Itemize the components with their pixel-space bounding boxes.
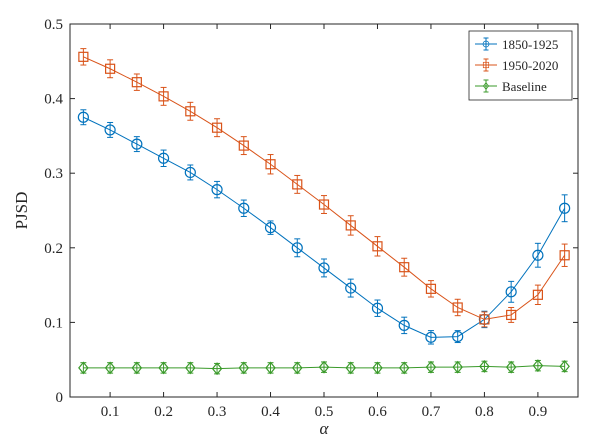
x-tick-label: 0.9	[529, 404, 548, 420]
data-point	[238, 140, 249, 151]
data-point	[399, 262, 410, 273]
data-point	[371, 302, 384, 314]
x-axis-label: α	[320, 419, 330, 438]
data-point	[264, 222, 277, 234]
data-point	[77, 111, 89, 123]
data-point	[532, 249, 544, 261]
x-tick-label: 0.8	[475, 404, 494, 420]
data-point	[131, 361, 143, 375]
data-point	[506, 309, 517, 321]
data-point	[425, 283, 437, 294]
data-point	[452, 330, 464, 343]
data-point	[425, 360, 437, 374]
legend-marker	[482, 61, 490, 69]
y-tick-label: 0.1	[44, 315, 63, 331]
data-point	[425, 331, 437, 343]
data-point	[318, 360, 330, 374]
data-point	[532, 359, 544, 373]
data-point	[211, 362, 223, 376]
legend-label: 1950-2020	[502, 58, 558, 73]
data-point	[184, 166, 196, 179]
data-point	[211, 184, 223, 196]
data-point	[105, 63, 116, 74]
data-point	[158, 91, 169, 102]
data-point	[318, 199, 330, 210]
legend-marker-shape	[482, 82, 490, 90]
data-point	[452, 360, 463, 374]
y-tick-label: 0.3	[44, 166, 63, 182]
legend-marker-shape	[482, 40, 490, 48]
ticks-layer: 0.1 0.2 0.3 0.4 0.5 0.6 0.7 0.8 0.9 0 0.1 0.2 0.3 0.4…	[44, 17, 578, 420]
data-point	[345, 282, 357, 294]
data-point	[238, 202, 250, 214]
x-tick-label: 0.4	[261, 404, 280, 420]
data-point	[452, 302, 463, 313]
data-point	[292, 179, 303, 190]
x-tick-label: 0.3	[208, 404, 227, 420]
data-point	[345, 220, 356, 231]
data-point	[185, 106, 196, 117]
data-point	[158, 361, 169, 375]
data-point	[505, 360, 517, 374]
data-point	[265, 159, 276, 170]
y-axis-label: PJSD	[12, 192, 31, 230]
data-point	[505, 286, 517, 298]
legend-marker	[482, 82, 490, 90]
series-1950-2020	[78, 48, 570, 328]
data-point	[398, 361, 410, 375]
data-point	[104, 124, 116, 136]
y-tick-label: 0	[56, 390, 64, 406]
data-point	[291, 361, 303, 375]
data-point	[479, 314, 490, 325]
x-tick-label: 0.1	[101, 404, 120, 420]
legend-label: Baseline	[502, 79, 547, 94]
legend: 1850-1925 1950-2020 Baseline	[468, 30, 573, 101]
data-point	[291, 242, 303, 254]
y-tick-label: 0.5	[44, 17, 63, 33]
data-point	[78, 51, 89, 62]
x-tick-label: 0.2	[154, 404, 173, 420]
data-point	[238, 361, 250, 375]
data-point	[211, 122, 223, 133]
data-point	[265, 361, 276, 375]
data-point	[318, 262, 330, 274]
data-point	[131, 138, 143, 150]
data-point	[157, 152, 170, 164]
data-point	[479, 359, 490, 373]
x-tick-label: 0.7	[422, 404, 441, 420]
legend-marker-shape	[482, 61, 490, 69]
data-point	[398, 319, 410, 331]
legend-marker	[482, 40, 490, 48]
data-point	[372, 361, 383, 375]
x-tick-label: 0.6	[368, 404, 387, 420]
data-point	[345, 361, 357, 375]
data-point	[532, 289, 543, 300]
data-point	[559, 202, 571, 214]
data-point	[372, 241, 383, 252]
data-point	[559, 359, 570, 373]
x-tick-label: 0.5	[315, 404, 334, 420]
data-point	[78, 361, 89, 375]
data-point	[131, 77, 142, 88]
y-tick-label: 0.4	[44, 92, 63, 108]
data-point	[185, 361, 196, 375]
data-point	[104, 361, 116, 375]
data-point	[559, 250, 570, 261]
legend-label: 1850-1925	[502, 37, 558, 52]
series-layer	[77, 48, 571, 376]
series-baseline	[78, 359, 570, 376]
y-tick-label: 0.2	[44, 241, 63, 257]
